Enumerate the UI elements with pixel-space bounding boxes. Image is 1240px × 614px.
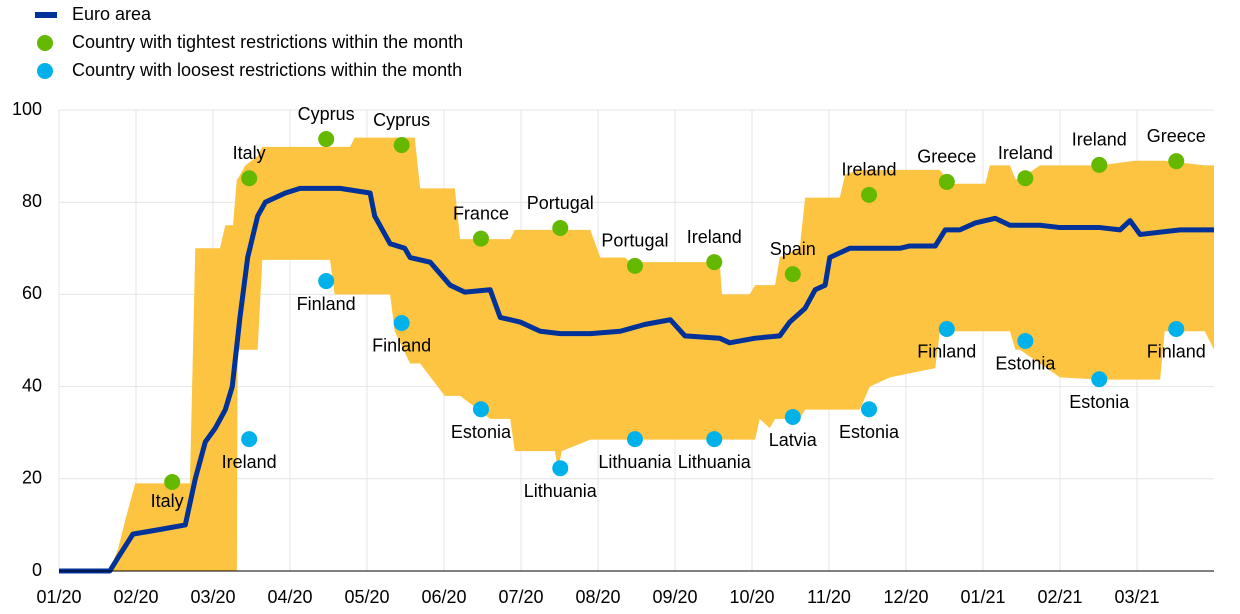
point-label: Ireland [222, 452, 277, 472]
point-label: Cyprus [298, 104, 355, 124]
legend-swatch [35, 12, 57, 18]
x-tick-label: 01/21 [960, 587, 1005, 607]
country-point [1017, 332, 1034, 349]
y-tick-label: 60 [22, 283, 42, 303]
country-point [626, 257, 643, 274]
country-point [784, 409, 801, 426]
point-label: Portugal [527, 193, 594, 213]
point-label: Estonia [1069, 392, 1130, 412]
point-label: Ireland [842, 160, 897, 180]
point-label: Italy [151, 491, 184, 511]
x-tick-label: 08/20 [575, 587, 620, 607]
point-label: Lithuania [598, 452, 672, 472]
country-point [472, 401, 489, 418]
y-tick-label: 80 [22, 191, 42, 211]
point-label: Ireland [687, 227, 742, 247]
country-point [938, 320, 955, 337]
x-tick-label: 10/20 [729, 587, 774, 607]
point-label: Portugal [601, 231, 668, 251]
country-point [861, 401, 878, 418]
y-tick-label: 100 [12, 99, 42, 119]
x-tick-label: 06/20 [421, 587, 466, 607]
point-label: Lithuania [524, 481, 598, 501]
x-tick-label: 11/20 [807, 587, 851, 607]
x-tick-label: 05/20 [344, 587, 389, 607]
legend-label: Country with tightest restrictions withi… [72, 32, 463, 52]
point-label: Greece [917, 147, 976, 167]
country-point [318, 273, 335, 290]
point-label: Ireland [998, 143, 1053, 163]
point-label: Greece [1147, 126, 1206, 146]
country-point [861, 186, 878, 203]
legend-swatch [37, 35, 53, 51]
country-point [626, 431, 643, 448]
country-point [393, 314, 410, 331]
country-point [552, 220, 569, 237]
x-tick-label: 02/21 [1037, 587, 1082, 607]
point-label: Finland [372, 336, 431, 356]
point-label: Estonia [451, 422, 512, 442]
point-label: Estonia [995, 354, 1056, 374]
country-point [241, 431, 258, 448]
country-point [938, 173, 955, 190]
x-tick-label: 03/20 [190, 587, 235, 607]
euro-area-line [59, 185, 1214, 574]
x-tick-label: 09/20 [652, 587, 697, 607]
point-label: Cyprus [373, 110, 430, 130]
point-label: Finland [917, 342, 976, 362]
country-point [393, 137, 410, 154]
x-tick-label: 07/20 [498, 587, 543, 607]
legend-label: Country with loosest restrictions within… [72, 60, 462, 80]
legend-label: Euro area [72, 4, 152, 24]
point-label: Lithuania [678, 452, 752, 472]
x-tick-label: 04/20 [267, 587, 312, 607]
country-point [1091, 156, 1108, 173]
point-label: Finland [1147, 342, 1206, 362]
x-tick-label: 12/20 [883, 587, 928, 607]
y-tick-label: 40 [22, 375, 42, 395]
country-point [241, 170, 258, 187]
legend-swatch [37, 63, 53, 79]
point-label: Italy [233, 143, 266, 163]
point-label: Latvia [769, 430, 818, 450]
point-label: Finland [297, 294, 356, 314]
country-point [318, 131, 335, 148]
x-tick-label: 02/20 [113, 587, 158, 607]
country-point [1091, 371, 1108, 388]
point-label: Estonia [839, 422, 900, 442]
country-point [472, 230, 489, 247]
country-point [1168, 320, 1185, 337]
country-point [706, 254, 723, 271]
country-point [784, 266, 801, 283]
y-tick-label: 20 [22, 468, 42, 488]
country-point [552, 460, 569, 477]
y-tick-label: 0 [32, 560, 42, 580]
x-tick-label: 03/21 [1114, 587, 1159, 607]
point-label: Ireland [1072, 130, 1127, 150]
point-label: France [453, 203, 509, 223]
country-point [1017, 170, 1034, 187]
country-point [706, 431, 723, 448]
country-point [164, 474, 181, 491]
x-tick-label: 01/20 [36, 587, 81, 607]
country-point [1168, 153, 1185, 170]
point-label: Spain [770, 239, 816, 259]
